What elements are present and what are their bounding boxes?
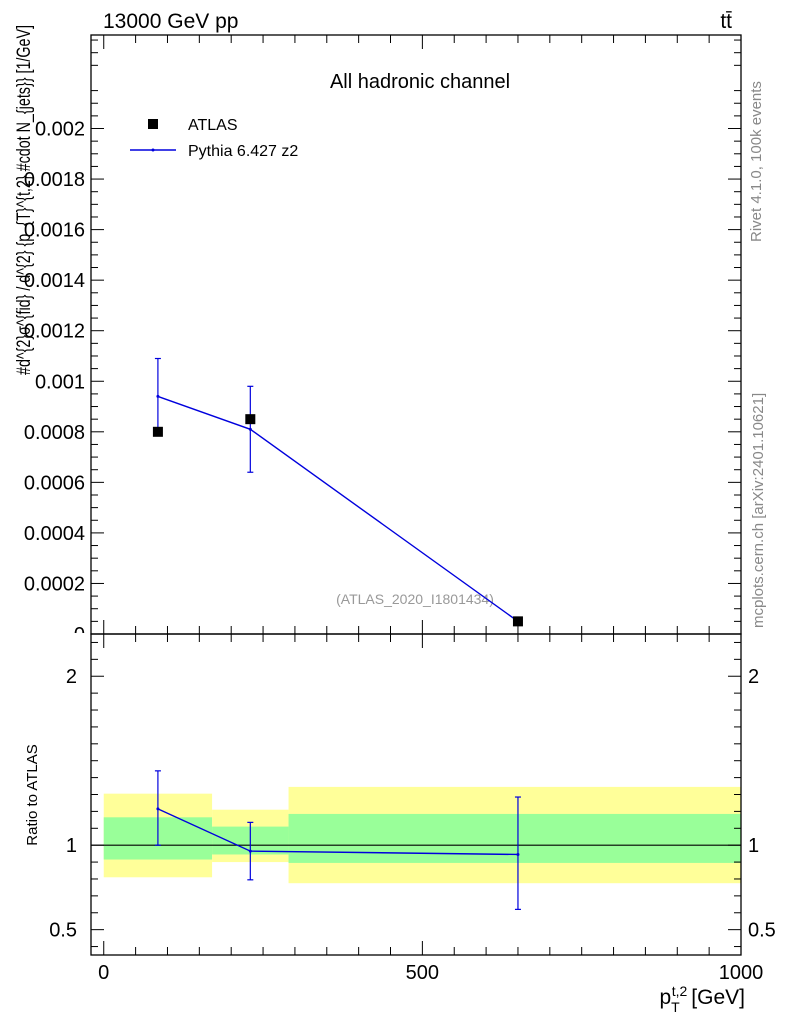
main-y-tick-label: 0.0014 xyxy=(24,270,85,292)
ratio-inner-band xyxy=(288,813,741,863)
rivet-label: Rivet 4.1.0, 100k events xyxy=(748,81,765,242)
ratio-y-tick-label-right: 0.5 xyxy=(748,920,776,942)
ratio-panel-axes: 0.5 0.5 1 1 2 2 0 500 1000 xyxy=(49,633,776,984)
ratio-y-tick-label-right: 2 xyxy=(748,666,759,688)
main-y-tick-label: 0.0002 xyxy=(24,573,85,595)
ratio-point xyxy=(156,807,160,811)
process-label: tt̄ xyxy=(720,10,732,33)
legend-pythia-marker xyxy=(151,148,155,152)
legend-atlas-marker xyxy=(148,119,158,129)
pythia-point xyxy=(156,394,160,398)
legend-pythia-label: Pythia 6.427 z2 xyxy=(188,143,298,160)
main-y-tick-label: 0.0006 xyxy=(24,472,85,494)
main-y-tick-label: 0.002 xyxy=(35,119,85,141)
x-axis-label: pTt,2 [GeV] xyxy=(659,983,745,1015)
main-y-tick-label: 0.0004 xyxy=(24,523,85,545)
main-y-tick-label: 0.0016 xyxy=(24,220,85,242)
legend-atlas-label: ATLAS xyxy=(188,117,238,134)
main-y-tick-label: 0.0012 xyxy=(24,321,85,343)
x-tick-label: 1000 xyxy=(719,962,764,984)
pythia-series-line xyxy=(157,395,519,622)
ratio-point xyxy=(248,849,252,853)
main-title: All hadronic channel xyxy=(330,71,510,93)
analysis-watermark: (ATLAS_2020_I1801434) xyxy=(336,591,494,607)
ratio-y-axis-label: Ratio to ATLAS xyxy=(24,744,41,845)
atlas-point xyxy=(152,426,163,437)
ratio-y-tick-label: 0.5 xyxy=(49,920,77,942)
main-panel-data xyxy=(152,357,523,627)
ratio-y-tick-label-right: 1 xyxy=(748,835,759,857)
atlas-point xyxy=(245,414,256,425)
x-tick-label: 0 xyxy=(98,962,109,984)
main-y-tick-label: 0.001 xyxy=(35,371,85,393)
ratio-bands xyxy=(103,786,741,884)
energy-label: 13000 GeV pp xyxy=(103,10,238,33)
atlas-point xyxy=(512,616,523,627)
main-y-tick-label: 0.0018 xyxy=(24,169,85,191)
legend: ATLAS Pythia 6.427 z2 xyxy=(130,117,298,160)
pythia-point xyxy=(248,427,252,431)
main-y-tick-label: 0 xyxy=(74,624,85,646)
main-y-tick-label: 0.0008 xyxy=(24,422,85,444)
ratio-y-tick-label: 2 xyxy=(66,666,77,688)
ratio-point xyxy=(516,852,520,856)
x-tick-label: 500 xyxy=(406,962,439,984)
main-panel-axes: 0 0.0002 0.0004 0.0006 0.0008 0.001 0.0012 0.00… xyxy=(24,34,742,646)
ratio-panel-data xyxy=(91,770,741,910)
mcplots-label: mcplots.cern.ch [arXiv:2401.10621] xyxy=(750,393,767,628)
main-y-axis-label: #d^{2}σ^{fid} / d^{2} {p_{T}^{t,2} #cdot… xyxy=(14,25,35,375)
ratio-y-tick-label: 1 xyxy=(66,835,77,857)
